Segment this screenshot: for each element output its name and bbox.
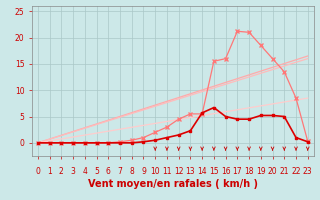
X-axis label: Vent moyen/en rafales ( km/h ): Vent moyen/en rafales ( km/h ) — [88, 179, 258, 189]
